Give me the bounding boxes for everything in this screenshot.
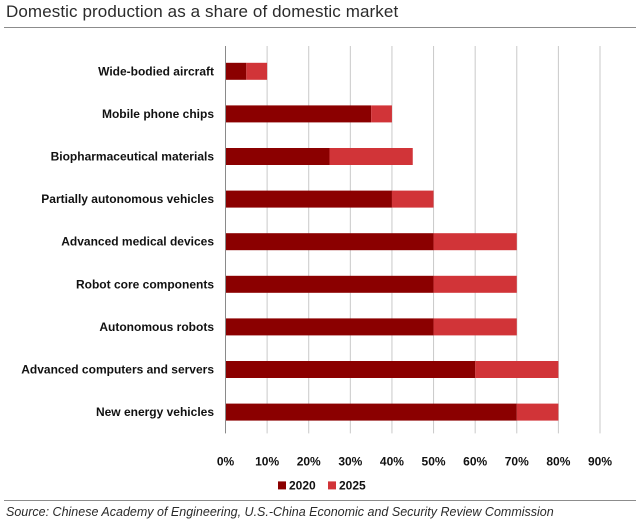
legend-swatch-2025 <box>328 481 336 490</box>
stacked-bar-chart: Wide-bodied aircraft Mobile phone chips Bi… <box>21 46 612 492</box>
x-tick-label: 20% <box>297 454 321 468</box>
x-tick-label: 40% <box>380 454 404 468</box>
category-label: Partially autonomous vehicles <box>41 192 214 206</box>
category-label: Robot core components <box>76 277 214 291</box>
x-tick-label: 80% <box>546 454 570 468</box>
category-label: Wide-bodied aircraft <box>98 64 214 78</box>
bar-2020 <box>225 62 247 80</box>
bar-2020 <box>225 190 392 208</box>
x-tick-label: 30% <box>338 454 362 468</box>
source-note: Source: Chinese Academy of Engineering, … <box>6 505 554 519</box>
legend-swatch-2020 <box>278 481 286 490</box>
legend-label-2025: 2025 <box>339 478 366 492</box>
title-divider <box>4 27 636 28</box>
category-label: Mobile phone chips <box>102 107 214 121</box>
legend-label-2020: 2020 <box>289 478 316 492</box>
bar-2025 <box>433 318 517 336</box>
x-tick-label: 60% <box>463 454 487 468</box>
category-label: New energy vehicles <box>96 405 214 419</box>
bar-2025 <box>516 403 559 421</box>
category-label: Autonomous robots <box>99 320 214 334</box>
x-tick-label: 70% <box>505 454 529 468</box>
bar-2020 <box>225 275 434 293</box>
bar-2020 <box>225 318 434 336</box>
bar-2020 <box>225 148 330 165</box>
bar-2025 <box>371 105 392 123</box>
category-label: Advanced medical devices <box>61 235 214 249</box>
bar-2020 <box>225 105 372 123</box>
x-tick-label: 90% <box>588 454 612 468</box>
bar-2020 <box>225 361 476 378</box>
bar-2025 <box>246 62 268 80</box>
x-tick-label: 0% <box>217 454 235 468</box>
bar-2025 <box>329 148 413 165</box>
source-divider <box>4 500 636 501</box>
bar-2025 <box>475 361 559 378</box>
x-tick-label: 50% <box>422 454 446 468</box>
bar-2025 <box>433 275 517 293</box>
bar-2025 <box>433 233 517 251</box>
x-tick-label: 10% <box>255 454 279 468</box>
bar-2020 <box>225 233 434 251</box>
category-label: Advanced computers and servers <box>21 363 214 377</box>
bar-2025 <box>391 190 434 208</box>
bar-2020 <box>225 403 517 421</box>
category-label: Biopharmaceutical materials <box>51 150 215 164</box>
chart-title: Domestic production as a share of domest… <box>6 2 399 21</box>
